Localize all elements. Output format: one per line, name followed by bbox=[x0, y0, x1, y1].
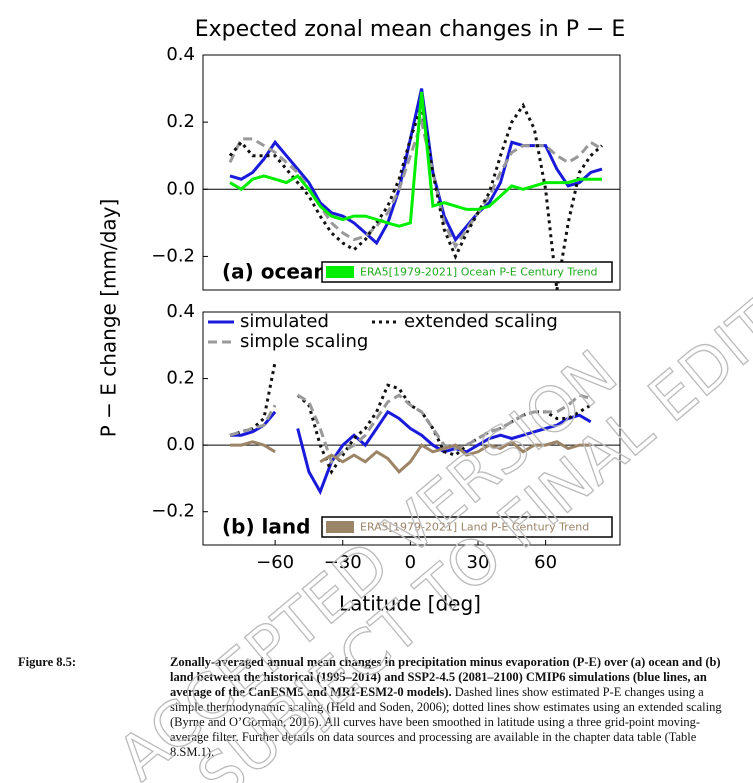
legend-box bbox=[321, 261, 613, 283]
series-line bbox=[228, 102, 603, 291]
legend-label: ERA5[1979-2021] Ocean P-E Century Trend bbox=[360, 266, 598, 279]
caption-bold: Zonally-averaged annual mean changes in … bbox=[170, 655, 721, 699]
legend-swatch bbox=[326, 521, 354, 533]
legend-label: simulated bbox=[240, 311, 329, 332]
chart: Expected zonal mean changes in P − E P −… bbox=[97, 17, 626, 616]
panel-label: (b) land bbox=[222, 515, 310, 539]
x-axis-label: Latitude [deg] bbox=[339, 592, 481, 616]
panel-label: (a) ocean bbox=[222, 260, 328, 284]
series-line bbox=[230, 409, 592, 496]
caption: Figure 8.5: Zonally-averaged annual mean… bbox=[18, 655, 738, 760]
plot-frame bbox=[202, 311, 621, 546]
caption-label: Figure 8.5: bbox=[18, 655, 77, 669]
legend-box bbox=[321, 516, 613, 538]
series-line bbox=[230, 439, 591, 474]
series-line bbox=[229, 361, 592, 475]
series-line bbox=[229, 393, 592, 465]
y-tick-label: 0.4 bbox=[166, 301, 195, 322]
x-tick-label: −60 bbox=[256, 552, 294, 573]
series-line bbox=[229, 91, 602, 228]
legend-label: simple scaling bbox=[240, 331, 368, 352]
y-tick-label: −0.2 bbox=[151, 245, 195, 266]
legend-label: ERA5[1979-2021] Land P-E Century Trend bbox=[360, 521, 589, 534]
y-tick-label: 0.0 bbox=[166, 434, 195, 455]
x-tick-label: 60 bbox=[534, 552, 557, 573]
x-tick-label: −30 bbox=[324, 552, 362, 573]
x-tick-label: 0 bbox=[405, 552, 416, 573]
legend-label: extended scaling bbox=[404, 311, 558, 332]
caption-text: Dashed lines show estimated P-E changes … bbox=[170, 685, 722, 759]
plot-frame bbox=[202, 54, 621, 291]
caption-body: Zonally-averaged annual mean changes in … bbox=[170, 655, 738, 760]
chart-title: Expected zonal mean changes in P − E bbox=[195, 17, 626, 42]
y-tick-label: 0.2 bbox=[166, 111, 195, 132]
y-axis-label: P − E change [mm/day] bbox=[97, 199, 121, 438]
y-tick-label: 0.4 bbox=[166, 44, 195, 65]
y-tick-label: 0.2 bbox=[166, 368, 195, 389]
y-tick-label: −0.2 bbox=[151, 501, 195, 522]
x-tick-label: 30 bbox=[467, 552, 490, 573]
legend-swatch bbox=[326, 266, 354, 278]
y-tick-label: 0.0 bbox=[166, 178, 195, 199]
series-line bbox=[228, 116, 603, 250]
